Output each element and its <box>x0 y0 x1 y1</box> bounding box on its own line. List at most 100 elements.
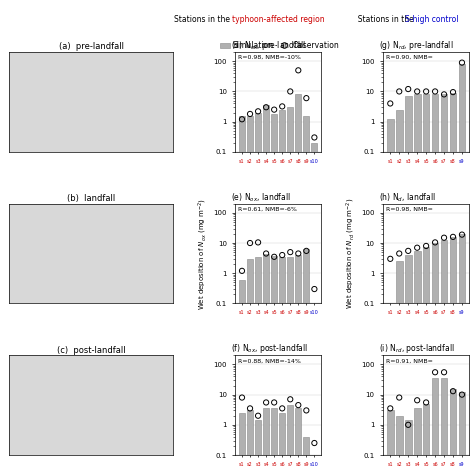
Point <box>294 250 302 257</box>
Point <box>286 88 294 95</box>
Bar <box>450 389 456 474</box>
Bar <box>295 409 301 474</box>
Point <box>431 88 439 95</box>
Point <box>254 108 262 115</box>
Bar <box>459 392 465 474</box>
Point <box>413 244 421 252</box>
Point <box>278 251 286 259</box>
Y-axis label: Wet deposition of $N_{rd}$ (mg m$^{-2}$): Wet deposition of $N_{rd}$ (mg m$^{-2}$) <box>345 198 357 309</box>
Text: S-high control: S-high control <box>405 15 459 24</box>
Point <box>246 405 254 412</box>
Bar <box>423 247 429 474</box>
Bar <box>387 410 393 474</box>
Point <box>413 396 421 404</box>
Bar <box>450 93 456 474</box>
Point <box>238 394 246 401</box>
Bar <box>441 378 447 474</box>
Bar <box>441 239 447 474</box>
Point <box>262 103 270 111</box>
Bar <box>303 249 310 474</box>
Bar <box>239 280 245 474</box>
Bar <box>432 243 438 474</box>
Bar <box>263 105 269 474</box>
Point <box>254 238 262 246</box>
Point <box>404 247 412 255</box>
Point <box>254 412 262 419</box>
Title: (c)  post-landfall: (c) post-landfall <box>57 346 126 355</box>
Text: typhoon-affected region: typhoon-affected region <box>232 15 325 24</box>
Bar <box>311 143 318 474</box>
Bar <box>287 107 293 474</box>
Text: (e) N$_{ox}$, landfall: (e) N$_{ox}$, landfall <box>231 191 291 204</box>
Bar <box>263 409 269 474</box>
Bar <box>263 254 269 474</box>
Bar <box>459 64 465 474</box>
Bar <box>414 251 420 474</box>
Bar <box>279 109 285 474</box>
Point <box>262 399 270 406</box>
Bar <box>271 256 277 474</box>
Bar <box>423 94 429 474</box>
Bar <box>303 437 310 474</box>
Point <box>270 106 278 113</box>
Bar <box>239 116 245 474</box>
Point <box>386 405 394 412</box>
Point <box>431 238 439 246</box>
Bar <box>279 413 285 474</box>
Point <box>246 239 254 247</box>
Title: (b)  landfall: (b) landfall <box>67 194 116 203</box>
Point <box>458 59 466 66</box>
Bar <box>295 255 301 474</box>
Bar <box>414 94 420 474</box>
Point <box>286 248 294 256</box>
Point <box>422 399 430 406</box>
Bar <box>239 413 245 474</box>
Point <box>302 247 310 255</box>
Point <box>422 242 430 250</box>
Bar <box>287 405 293 474</box>
Point <box>458 231 466 238</box>
Text: Stations in the: Stations in the <box>353 15 416 24</box>
Bar <box>279 257 285 474</box>
Bar <box>247 116 253 474</box>
Point <box>238 267 246 274</box>
Legend: Simulation, Observation: Simulation, Observation <box>218 38 342 53</box>
Point <box>262 250 270 257</box>
Bar <box>295 94 301 474</box>
Bar <box>255 257 261 474</box>
Point <box>449 387 457 395</box>
Bar <box>450 237 456 474</box>
Bar <box>414 409 420 474</box>
Bar <box>247 259 253 474</box>
Point <box>270 399 278 406</box>
Point <box>440 234 448 242</box>
Bar <box>271 114 277 474</box>
Point <box>449 88 457 96</box>
Bar <box>303 116 310 474</box>
Text: (h) N$_{d}$, landfall: (h) N$_{d}$, landfall <box>379 191 436 204</box>
Point <box>395 88 403 95</box>
Text: R=0.98, NMB=-10%: R=0.98, NMB=-10% <box>237 55 301 60</box>
Bar <box>255 112 261 474</box>
Point <box>302 94 310 102</box>
Point <box>386 255 394 263</box>
Bar <box>396 416 402 474</box>
Point <box>395 394 403 401</box>
Point <box>278 405 286 412</box>
Bar <box>405 255 411 474</box>
Point <box>310 134 318 141</box>
Point <box>286 395 294 403</box>
Point <box>449 233 457 241</box>
Point <box>246 110 254 118</box>
Bar <box>423 404 429 474</box>
Bar <box>405 419 411 474</box>
Text: Stations in the: Stations in the <box>174 15 232 24</box>
Point <box>294 66 302 74</box>
Point <box>422 88 430 95</box>
Point <box>440 91 448 98</box>
Point <box>294 401 302 409</box>
Text: R=0.90, NMB=: R=0.90, NMB= <box>385 55 432 60</box>
Bar <box>311 306 318 474</box>
Point <box>440 368 448 376</box>
Point <box>431 368 439 376</box>
